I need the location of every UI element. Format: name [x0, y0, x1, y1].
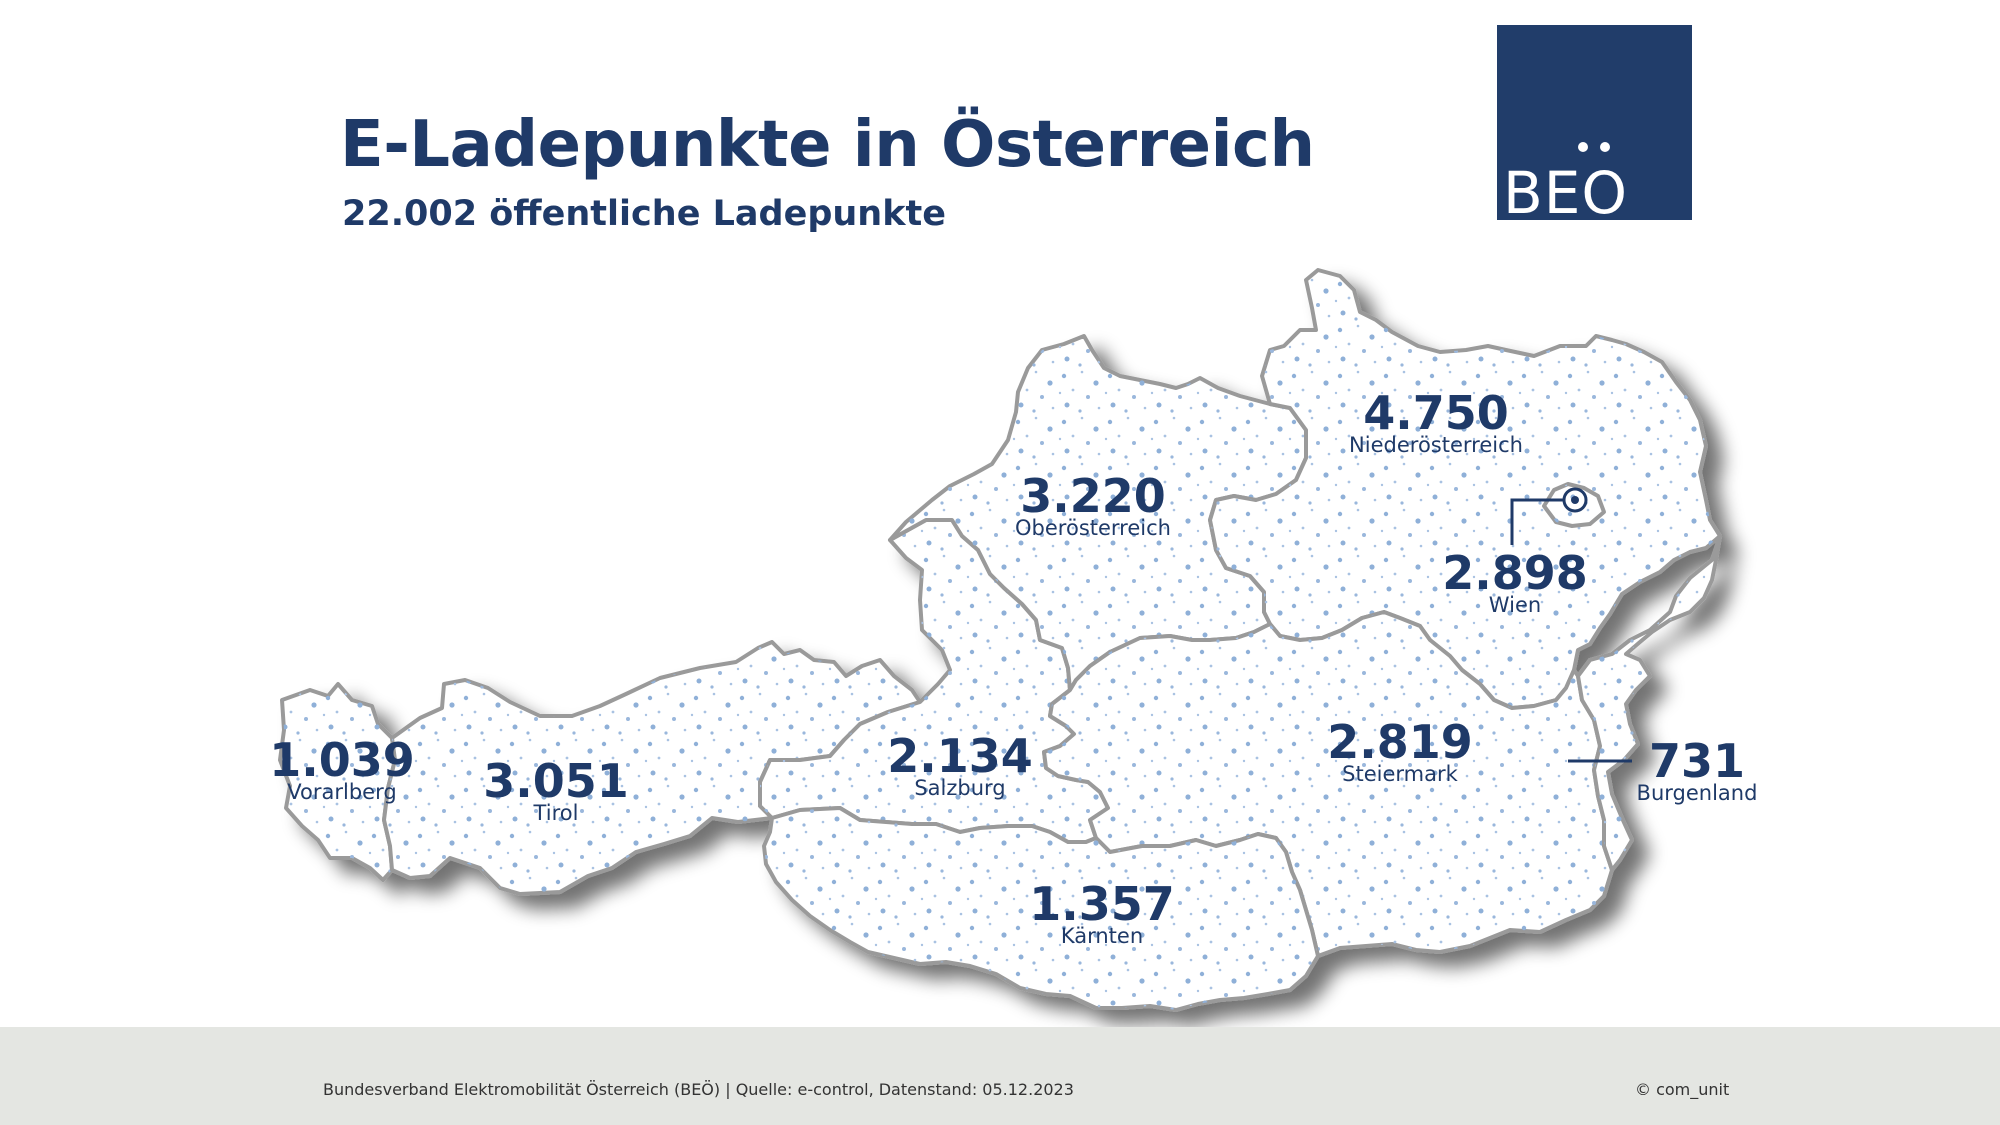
- wien-callout: [1510, 487, 1588, 545]
- region-dot-texture: [384, 642, 920, 894]
- region-name: Steiermark: [1342, 762, 1458, 786]
- footer-source: Bundesverband Elektromobilität Österreic…: [323, 1080, 1074, 1099]
- region-dot-texture: [1044, 612, 1612, 956]
- label-burgenland: 731 Burgenland: [1637, 737, 1758, 805]
- label-niederoesterreich: 4.750 Niederösterreich: [1349, 389, 1523, 457]
- page-subtitle: 22.002 öffentliche Ladepunkte: [342, 194, 946, 234]
- region-dot-texture: [760, 520, 1108, 842]
- regions-group: [278, 268, 1722, 1012]
- region-name: Vorarlberg: [287, 780, 397, 804]
- region-value: 3.220: [1020, 469, 1166, 523]
- region-name: Tirol: [533, 801, 579, 825]
- region-value: 4.750: [1363, 386, 1509, 440]
- logo-umlaut-dot: [1578, 142, 1588, 152]
- region-name: Kärnten: [1060, 924, 1144, 948]
- logo-text: BEO: [1503, 159, 1629, 227]
- region-name: Wien: [1488, 593, 1542, 617]
- label-salzburg: 2.134 Salzburg: [887, 732, 1033, 800]
- region-value: 2.819: [1327, 715, 1473, 769]
- region-name: Niederösterreich: [1349, 433, 1523, 457]
- region-value: 2.898: [1442, 546, 1588, 600]
- beo-logo: BEO: [1497, 25, 1692, 227]
- region-value: 731: [1648, 734, 1746, 788]
- region-dot-texture: [1544, 484, 1604, 526]
- label-wien: 2.898 Wien: [1442, 549, 1588, 617]
- austria-map: [278, 268, 1722, 1012]
- region-value: 2.134: [887, 729, 1033, 783]
- label-oberoesterreich: 3.220 Oberösterreich: [1015, 472, 1171, 540]
- region-dot-texture: [280, 684, 395, 880]
- region-dot-texture: [1578, 536, 1720, 870]
- region-name: Burgenland: [1636, 781, 1758, 805]
- label-steiermark: 2.819 Steiermark: [1327, 718, 1473, 786]
- logo-umlaut-dot: [1600, 142, 1610, 152]
- footer-copyright: © com_unit: [1635, 1080, 1730, 1099]
- label-kaernten: 1.357 Kärnten: [1029, 880, 1175, 948]
- region-value: 3.051: [483, 754, 629, 808]
- footer: Bundesverband Elektromobilität Österreic…: [0, 1027, 2000, 1125]
- region-dot-texture: [764, 808, 1318, 1010]
- region-value: 1.357: [1029, 877, 1175, 931]
- label-vorarlberg: 1.039 Vorarlberg: [269, 736, 415, 804]
- page-title: E-Ladepunkte in Österreich: [340, 108, 1315, 182]
- region-value: 1.039: [269, 733, 415, 787]
- region-dot-texture: [890, 336, 1306, 690]
- region-name: Oberösterreich: [1015, 516, 1171, 540]
- region-dot-texture: [1210, 270, 1720, 708]
- label-tirol: 3.051 Tirol: [483, 757, 629, 825]
- region-name: Salzburg: [914, 776, 1006, 800]
